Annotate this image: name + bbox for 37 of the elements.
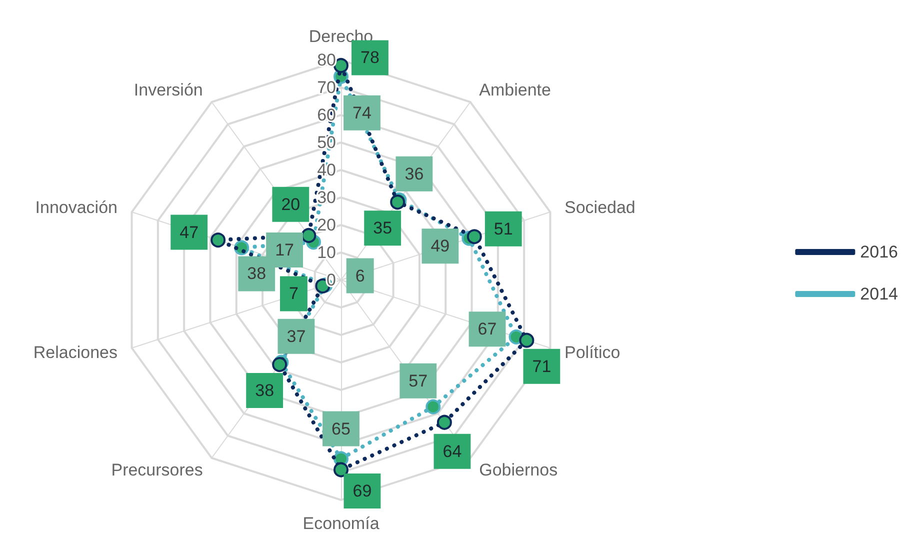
data-label: 38: [247, 264, 266, 284]
spoke-label: Relaciones: [33, 343, 118, 362]
data-label: 7: [288, 284, 298, 304]
spoke-label: Sociedad: [564, 198, 636, 217]
data-label: 35: [373, 218, 392, 238]
data-label: 65: [332, 419, 350, 438]
data-label: 67: [478, 320, 497, 339]
spoke-label: Innovación: [35, 198, 118, 217]
data-label: 38: [255, 381, 274, 400]
data-label: 36: [404, 164, 424, 184]
data-label: 49: [430, 236, 450, 256]
y-tick-label: 10: [317, 243, 336, 262]
data-label: 74: [352, 103, 372, 122]
data-label: 57: [408, 371, 428, 390]
data-label: 37: [286, 326, 306, 346]
data-label: 71: [532, 356, 552, 376]
legend-label: 2014: [860, 284, 898, 304]
y-tick-label: 30: [317, 188, 336, 207]
spoke-label: Inversión: [134, 80, 203, 100]
legend-label: 2016: [860, 242, 898, 262]
y-tick-label: 80: [317, 50, 336, 70]
data-label: 64: [442, 442, 462, 461]
data-label: 47: [180, 222, 199, 242]
spoke-label: Economía: [302, 514, 380, 533]
spoke-label: Ambiente: [479, 80, 551, 100]
data-label: 51: [494, 219, 513, 238]
spoke-label: Precursores: [111, 460, 203, 480]
data-label: 69: [352, 481, 372, 500]
y-tick-label: 40: [317, 160, 336, 180]
data-label: 78: [360, 48, 380, 68]
y-tick-label: 20: [317, 216, 336, 234]
data-label: 17: [275, 240, 294, 260]
y-tick-label: 70: [317, 78, 336, 97]
spoke-label: Político: [564, 343, 620, 362]
data-label: 6: [355, 266, 365, 286]
spoke-label: Gobiernos: [479, 460, 558, 480]
data-label: 20: [281, 194, 300, 214]
